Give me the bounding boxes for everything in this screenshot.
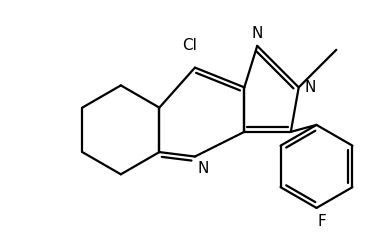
Text: N: N (305, 80, 316, 95)
Text: Cl: Cl (183, 38, 198, 53)
Text: N: N (252, 27, 263, 42)
Text: F: F (317, 214, 326, 229)
Text: N: N (197, 161, 209, 176)
